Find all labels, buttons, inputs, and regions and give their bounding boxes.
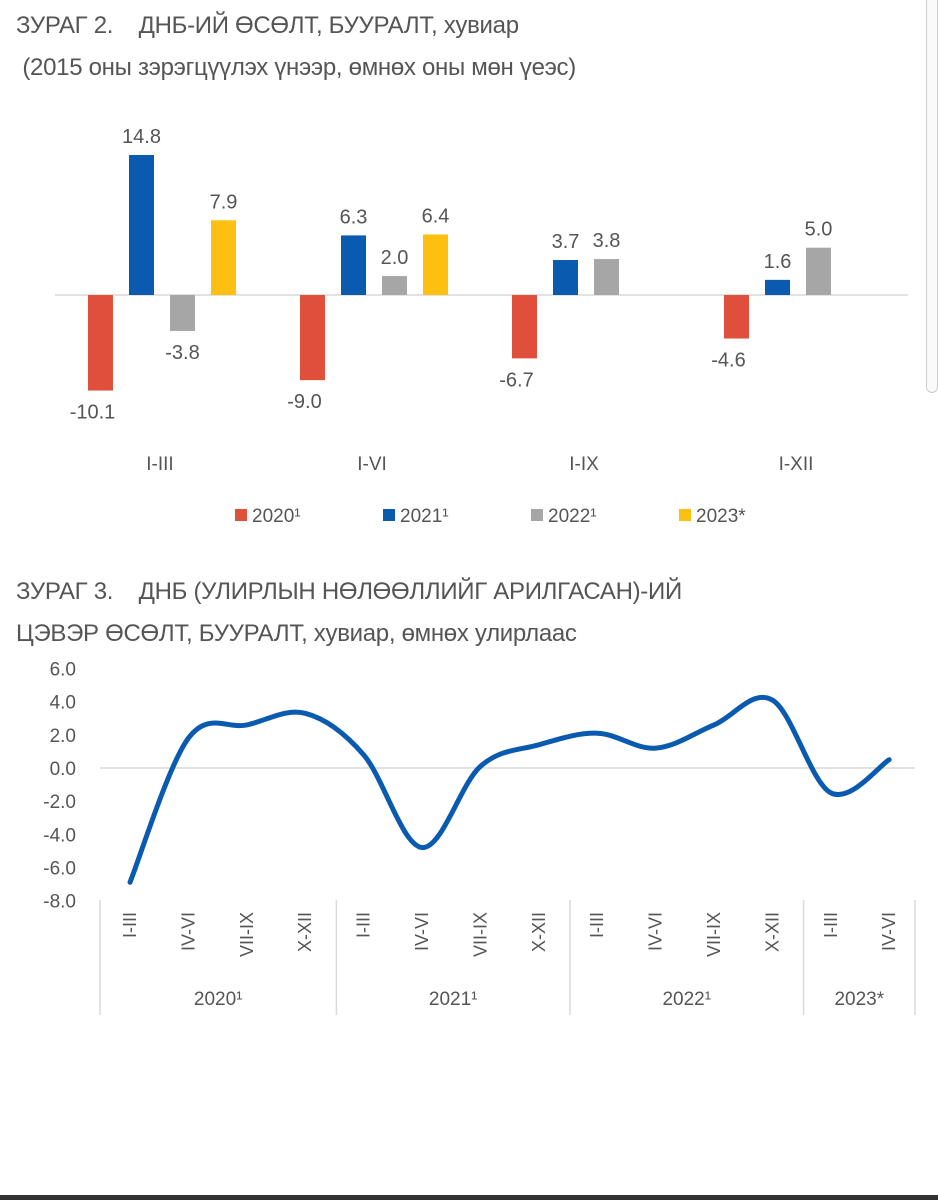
x-tick-label: IV-VI <box>879 912 899 951</box>
bar-category-label: I-XII <box>779 454 814 475</box>
bar-2023*-I-VI <box>423 234 448 295</box>
bar-data-label: 6.4 <box>422 205 450 227</box>
legend-swatch-2022¹ <box>531 509 543 521</box>
bar-2020¹-I-XII <box>724 295 749 339</box>
bar-2022¹-I-XII <box>806 247 831 295</box>
legend-label: 2022¹ <box>548 506 597 527</box>
x-tick-label: VII-IX <box>470 912 490 957</box>
bar-2021¹-I-IX <box>553 259 578 295</box>
line-series <box>127 695 892 885</box>
bar-data-label: -10.1 <box>70 402 116 424</box>
bar-data-label: -3.8 <box>165 342 199 364</box>
legend-label: 2021¹ <box>400 506 449 527</box>
y-tick-label: -4.0 <box>43 825 76 846</box>
bar-data-label: 1.6 <box>764 251 792 273</box>
x-tick-label: I-III <box>587 912 607 938</box>
y-tick-label: -8.0 <box>43 892 76 913</box>
legend-swatch-2021¹ <box>383 509 395 521</box>
y-tick-label: 6.0 <box>50 660 76 681</box>
bar-data-label: -6.7 <box>499 369 533 391</box>
chart2-title: ЗУРАГ 2. ДНБ-ИЙ ӨСӨЛТ, БУУРАЛТ, хувиар <box>16 12 519 39</box>
bar-data-label: 3.7 <box>552 231 580 253</box>
bar-category-label: I-VI <box>357 454 387 475</box>
bar-2021¹-I-VI <box>341 235 366 295</box>
x-group-label: 2021¹ <box>429 989 478 1010</box>
scrollbar[interactable] <box>926 0 938 393</box>
bar-2022¹-I-IX <box>594 259 619 295</box>
chart2-subtitle: (2015 оны зэрэгцүүлэх үнээр, өмнөх оны м… <box>16 54 576 81</box>
bar-data-label: 3.8 <box>593 230 621 252</box>
chart3-subtitle: ЦЭВЭР ӨСӨЛТ, БУУРАЛТ, хувиар, өмнөх улир… <box>16 620 577 647</box>
bar-2022¹-I-III <box>170 295 195 331</box>
y-tick-label: -2.0 <box>43 792 76 813</box>
legend-label: 2020¹ <box>252 506 301 527</box>
x-tick-label: IV-VI <box>412 912 432 951</box>
x-tick-label: VII-IX <box>704 912 724 957</box>
bar-data-label: 2.0 <box>381 247 409 269</box>
bar-2020¹-I-III <box>88 295 113 391</box>
x-tick-label: VII-IX <box>237 912 257 957</box>
bottom-divider <box>0 1195 938 1200</box>
x-tick-label: X-XII <box>295 912 315 952</box>
x-group-label: 2020¹ <box>194 989 243 1010</box>
bar-2021¹-I-III <box>129 154 154 295</box>
x-tick-label: I-III <box>120 912 140 938</box>
x-tick-label: I-III <box>821 912 841 938</box>
x-tick-label: X-XII <box>762 912 782 952</box>
bar-data-label: -4.6 <box>711 350 745 372</box>
bar-data-label: 6.3 <box>340 206 368 228</box>
y-tick-label: 4.0 <box>50 693 76 714</box>
x-group-label: 2023* <box>834 989 884 1010</box>
bar-2020¹-I-VI <box>300 295 325 381</box>
legend-swatch-2020¹ <box>235 509 247 521</box>
chart3-title: ЗУРАГ 3. ДНБ (УЛИРЛЫН НӨЛӨӨЛЛИЙГ АРИЛГАС… <box>16 578 682 605</box>
x-tick-label: IV-VI <box>178 912 198 951</box>
legend-swatch-2023* <box>679 509 691 521</box>
bar-2021¹-I-XII <box>765 279 790 295</box>
x-tick-label: I-III <box>354 912 374 938</box>
bar-data-label: 5.0 <box>805 219 833 241</box>
x-tick-label: X-XII <box>529 912 549 952</box>
bar-data-label: -9.0 <box>287 391 321 413</box>
bar-data-label: 14.8 <box>122 126 161 148</box>
y-tick-label: 0.0 <box>50 759 76 780</box>
y-tick-label: 2.0 <box>50 726 76 747</box>
bar-data-label: 7.9 <box>210 191 238 213</box>
x-group-label: 2022¹ <box>662 989 711 1010</box>
bar-2022¹-I-VI <box>382 276 407 295</box>
bar-category-label: I-III <box>146 454 173 475</box>
bar-2020¹-I-IX <box>512 295 537 359</box>
legend-label: 2023* <box>696 506 746 527</box>
y-tick-label: -6.0 <box>43 858 76 879</box>
x-tick-label: IV-VI <box>646 912 666 951</box>
bar-2023*-I-III <box>211 220 236 295</box>
bar-category-label: I-IX <box>569 454 599 475</box>
